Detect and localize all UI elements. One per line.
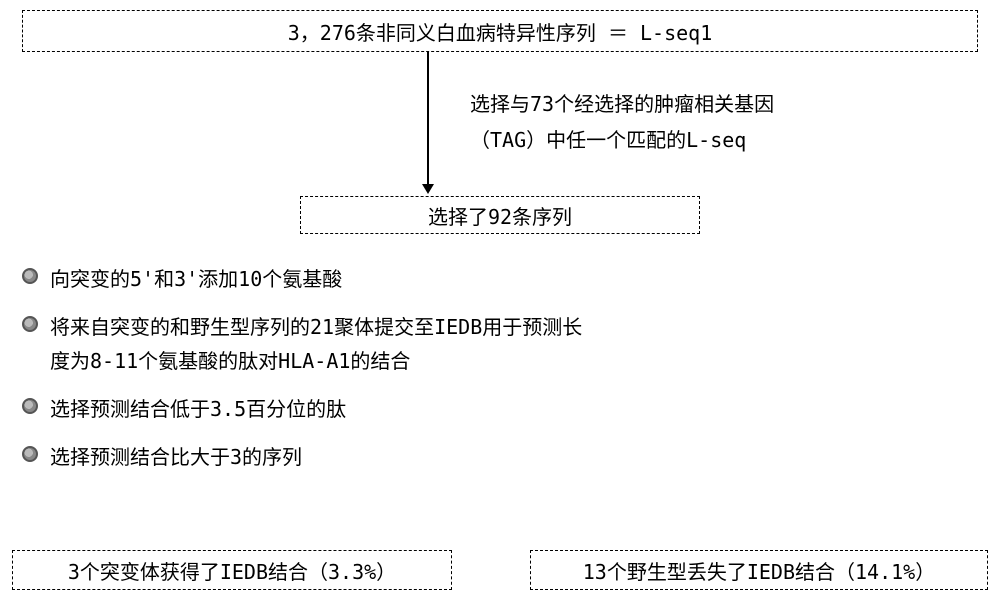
bullet-item-3: 选择预测结合比大于3的序列 [22,440,922,474]
bullet-list: 向突变的5'和3'添加10个氨基酸将来自突变的和野生型序列的21聚体提交至IED… [22,262,922,488]
bullet-item-1-line-1: 度为8-11个氨基酸的肽对HLA-A1的结合 [50,344,922,378]
annotation-line-1: 选择与73个经选择的肿瘤相关基因 [470,86,774,122]
bullet-item-2: 选择预测结合低于3.5百分位的肽 [22,392,922,426]
bottom-left-text: 3个突变体获得了IEDB结合（3.3%） [68,556,396,585]
arrow-1-line [427,52,429,186]
bullet-item-3-line-0: 选择预测结合比大于3的序列 [50,440,922,474]
arrow-1-head [422,184,434,194]
bullet-item-1: 将来自突变的和野生型序列的21聚体提交至IEDB用于预测长度为8-11个氨基酸的… [22,310,922,378]
bottom-right-box: 13个野生型丢失了IEDB结合（14.1%） [530,550,988,590]
bullet-item-1-line-0: 将来自突变的和野生型序列的21聚体提交至IEDB用于预测长 [50,310,922,344]
arrow-1-annotation: 选择与73个经选择的肿瘤相关基因 （TAG）中任一个匹配的L-seq [470,86,774,158]
top-box-text: 3，276条非同义白血病特异性序列 ＝ L-seq1 [288,17,713,46]
bottom-right-text: 13个野生型丢失了IEDB结合（14.1%） [583,556,935,585]
mid-box-text: 选择了92条序列 [428,201,572,230]
bullet-item-0-line-0: 向突变的5'和3'添加10个氨基酸 [50,262,922,296]
bottom-left-box: 3个突变体获得了IEDB结合（3.3%） [12,550,452,590]
mid-box: 选择了92条序列 [300,196,700,234]
bullet-item-0: 向突变的5'和3'添加10个氨基酸 [22,262,922,296]
annotation-line-2: （TAG）中任一个匹配的L-seq [470,122,774,158]
top-box: 3，276条非同义白血病特异性序列 ＝ L-seq1 [22,10,978,52]
bullet-item-2-line-0: 选择预测结合低于3.5百分位的肽 [50,392,922,426]
